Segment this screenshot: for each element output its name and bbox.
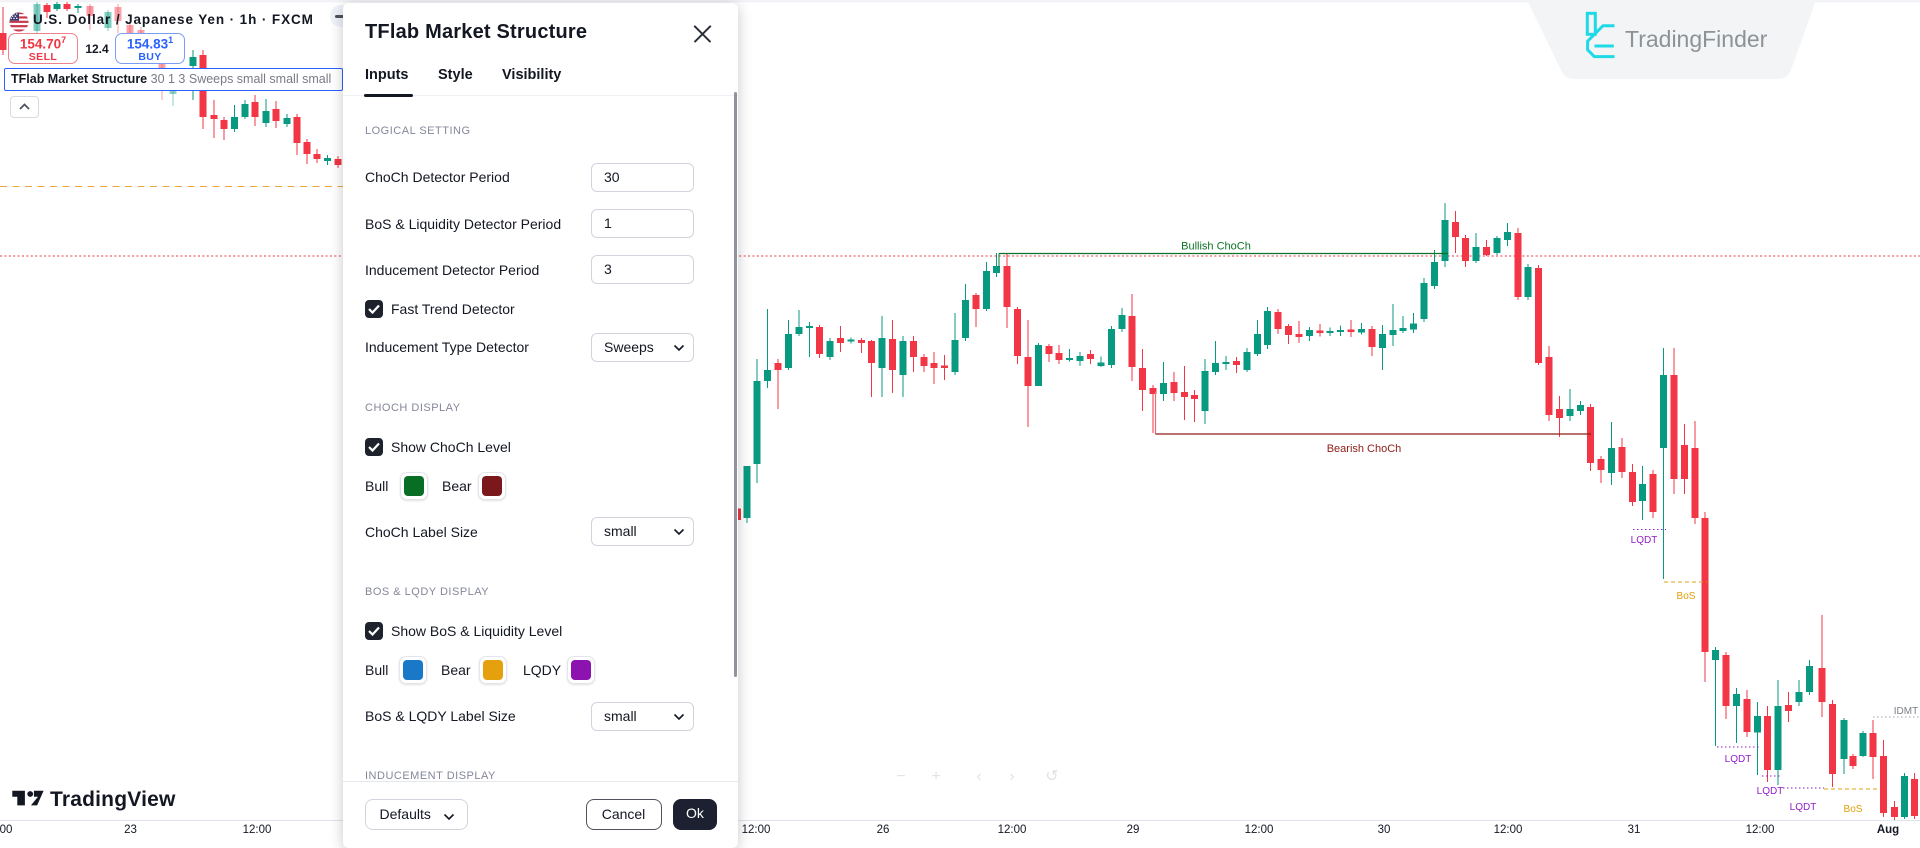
svg-text:↺: ↺ [1045, 768, 1058, 785]
svg-text:12:00: 12:00 [243, 824, 272, 836]
svg-text:12:00: 12:00 [742, 824, 771, 836]
svg-text:12:00: 12:00 [0, 824, 12, 836]
svg-text:−: − [896, 768, 905, 785]
svg-text:12:00: 12:00 [1245, 824, 1274, 836]
svg-text:30: 30 [1378, 824, 1391, 836]
svg-text:BoS: BoS [1677, 591, 1696, 602]
svg-text:LQDT: LQDT [1725, 754, 1752, 765]
svg-text:Bullish ChoCh: Bullish ChoCh [1181, 241, 1251, 253]
svg-text:12:00: 12:00 [1494, 824, 1523, 836]
svg-text:‹: ‹ [976, 768, 981, 785]
svg-text:IDMT: IDMT [1894, 706, 1918, 717]
svg-text:31: 31 [1628, 824, 1641, 836]
svg-text:29: 29 [1127, 824, 1140, 836]
svg-text:Aug: Aug [1877, 824, 1899, 836]
svg-text:23: 23 [124, 824, 137, 836]
svg-text:BoS: BoS [1844, 804, 1863, 815]
svg-text:LQDT: LQDT [1631, 535, 1658, 546]
svg-text:26: 26 [877, 824, 890, 836]
svg-text:Bearish ChoCh: Bearish ChoCh [1327, 443, 1402, 455]
svg-text:LQDT: LQDT [1790, 802, 1817, 813]
svg-text:12:00: 12:00 [1746, 824, 1775, 836]
svg-text:LQDT: LQDT [1757, 786, 1784, 797]
svg-text:12:00: 12:00 [998, 824, 1027, 836]
svg-text:›: › [1009, 768, 1014, 785]
svg-text:+: + [931, 768, 940, 785]
